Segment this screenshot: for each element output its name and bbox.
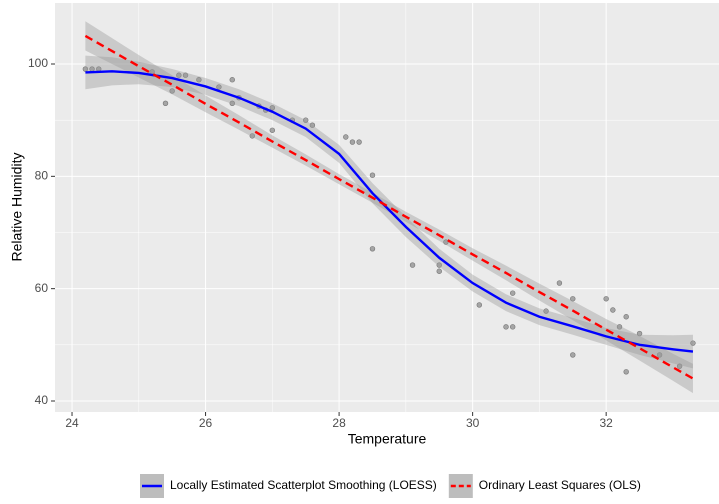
point <box>303 117 309 123</box>
point <box>636 330 643 337</box>
x-tick-label: 28 <box>332 416 346 430</box>
point <box>603 296 609 302</box>
point <box>309 122 316 128</box>
smooth-line <box>84 34 694 380</box>
y-axis-title: Relative Humidity <box>9 153 25 262</box>
point <box>656 352 663 358</box>
point <box>369 246 376 252</box>
point <box>509 324 516 330</box>
confidence-band <box>85 55 693 369</box>
point <box>269 105 276 111</box>
point <box>229 77 235 83</box>
y-tick-label: 40 <box>35 393 49 407</box>
point <box>443 239 449 245</box>
point <box>623 314 629 320</box>
y-tick-label: 80 <box>35 168 49 182</box>
point <box>196 77 202 83</box>
y-tick-label: 60 <box>35 281 49 295</box>
point <box>509 290 516 296</box>
point <box>690 340 696 346</box>
point <box>543 308 549 314</box>
point <box>229 100 235 107</box>
point <box>343 134 349 140</box>
legend-label: Locally Estimated Scatterplot Smoothing … <box>170 478 437 492</box>
x-tick-label: 26 <box>199 416 213 430</box>
x-tick-label: 24 <box>65 416 79 430</box>
point <box>162 100 169 107</box>
smooth-line <box>85 70 694 353</box>
point <box>556 280 563 286</box>
x-tick-label: 30 <box>466 416 480 430</box>
point <box>269 127 276 133</box>
y-tick-label: 100 <box>28 56 48 70</box>
point <box>409 262 416 268</box>
point <box>570 352 576 358</box>
point <box>436 262 442 268</box>
x-tick-label: 32 <box>599 416 613 430</box>
point <box>476 302 483 308</box>
confidence-band <box>85 21 693 394</box>
point <box>436 268 442 274</box>
legend-label: Ordinary Least Squares (OLS) <box>479 478 641 492</box>
x-axis-title: Temperature <box>348 431 427 447</box>
point <box>369 172 376 178</box>
point <box>349 139 356 145</box>
point <box>676 363 683 369</box>
point <box>182 72 189 78</box>
point <box>356 139 362 145</box>
point <box>176 72 182 78</box>
point <box>503 324 509 330</box>
point <box>169 88 175 94</box>
point <box>249 133 255 139</box>
point <box>616 324 623 330</box>
point <box>623 369 629 375</box>
point <box>610 307 616 313</box>
point <box>216 84 222 90</box>
point <box>570 296 576 302</box>
